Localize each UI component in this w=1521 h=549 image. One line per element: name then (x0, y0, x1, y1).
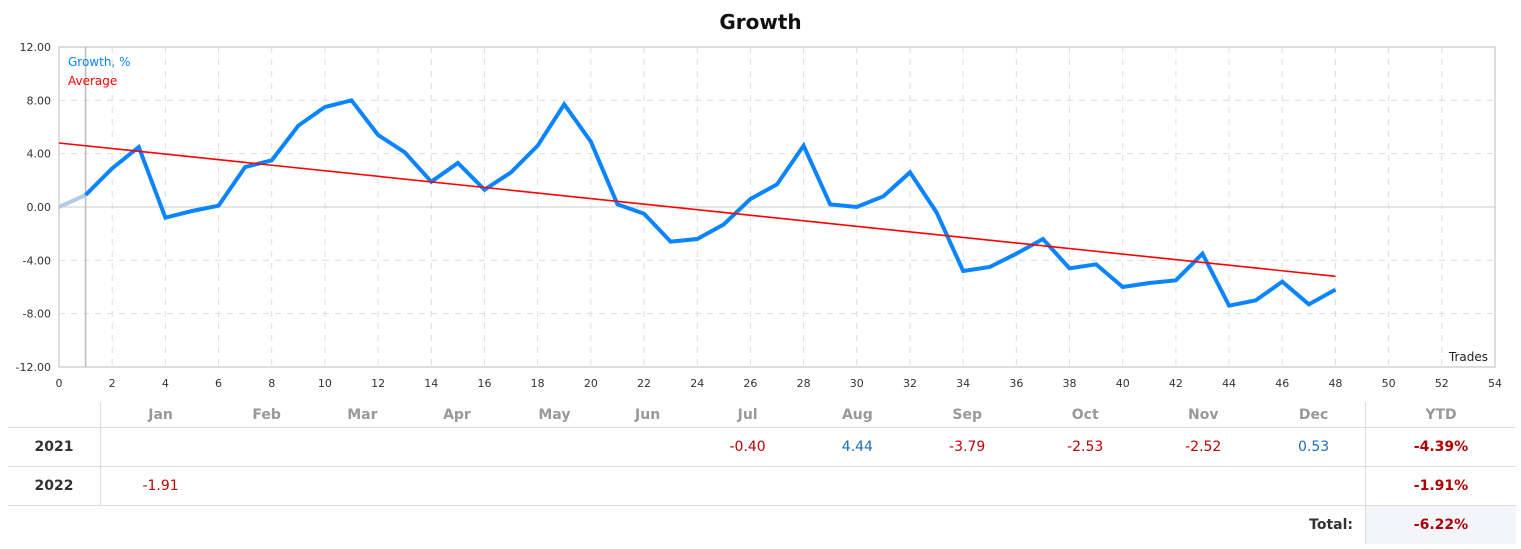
y-tick-label: 12.00 (20, 41, 52, 54)
cell-nov: -2.52 (1144, 427, 1263, 467)
x-tick-label: 24 (690, 377, 704, 390)
header-year-corner (8, 402, 101, 428)
cell-jun (606, 427, 689, 467)
cell-sep (908, 466, 1027, 506)
average-series-line (58, 142, 1336, 278)
growth-initial-segment (58, 193, 87, 209)
cell-jul (688, 466, 807, 506)
x-tick-label: 2 (109, 377, 116, 390)
cell-apr (411, 466, 503, 506)
cell-aug: 4.44 (806, 427, 909, 467)
x-tick-label: 16 (477, 377, 491, 390)
x-axis-label: Trades (1448, 350, 1488, 364)
y-tick-label: -12.00 (16, 361, 51, 374)
x-tick-label: 48 (1328, 377, 1342, 390)
cell-aug (806, 466, 909, 506)
cell-mar (313, 427, 412, 467)
legend-average: Average (68, 74, 117, 88)
header-month-jun: Jun (635, 406, 661, 423)
header-month-sep: Sep (952, 406, 982, 423)
header-month-dec: Dec (1298, 406, 1329, 423)
header-month-oct: Oct (1071, 406, 1099, 423)
growth-series-line (84, 98, 1337, 308)
x-tick-label: 20 (584, 377, 598, 390)
chart-title: Growth (719, 10, 802, 34)
row-year: 2021 (8, 427, 101, 467)
table-header: Jan Feb Mar Apr May Jun Jul Aug Sep Oct Nov Dec YTD (8, 402, 1516, 428)
cell-feb (220, 427, 314, 467)
cell-apr (411, 427, 503, 467)
header-month-mar: Mar (347, 406, 378, 423)
x-tick-label: 28 (797, 377, 811, 390)
x-tick-label: 38 (1063, 377, 1077, 390)
cell-mar (313, 466, 412, 506)
header-month-apr: Apr (443, 406, 471, 423)
cell-oct (1026, 466, 1145, 506)
x-tick-label: 46 (1275, 377, 1289, 390)
header-month-jan: Jan (148, 406, 173, 423)
x-tick-label: 36 (1009, 377, 1023, 390)
y-tick-label: 4.00 (27, 148, 52, 161)
cell-oct: -2.53 (1026, 427, 1145, 467)
monthly-growth-table: Jan Feb Mar Apr May Jun Jul Aug Sep Oct Nov Dec YTD … (8, 402, 1516, 544)
cell-feb (220, 466, 314, 506)
cell-nov (1144, 466, 1263, 506)
header-month-may: May (538, 406, 571, 423)
x-tick-label: 10 (318, 377, 332, 390)
cell-jan (100, 427, 221, 467)
row-ytd: -4.39% (1365, 427, 1516, 467)
cell-may (502, 466, 607, 506)
x-tick-label: 34 (956, 377, 970, 390)
cell-jul: -0.40 (688, 427, 807, 467)
x-tick-label: 52 (1435, 377, 1449, 390)
x-tick-label: 14 (424, 377, 438, 390)
x-tick-label: 26 (743, 377, 757, 390)
header-month-feb: Feb (252, 406, 281, 423)
header-month-nov: Nov (1188, 406, 1219, 423)
table-row: 2021 -0.40 4.44 -3.79 -2.53 -2.52 0.53 -4.39% (8, 427, 1516, 467)
x-tick-label: 44 (1222, 377, 1236, 390)
cell-jan: -1.91 (100, 466, 221, 506)
x-tick-label: 0 (56, 377, 63, 390)
header-ytd: YTD (1365, 402, 1516, 428)
growth-chart: 0 2 4 6 8 10 12 14 16 18 20 22 24 26 28 30 32 34 36 38 40 42 4… (16, 41, 1502, 390)
header-month-jul: Jul (737, 406, 758, 423)
y-tick-label: 8.00 (27, 94, 52, 107)
x-tick-label: 32 (903, 377, 917, 390)
legend-growth: Growth, % (68, 55, 130, 69)
cell-dec: 0.53 (1262, 427, 1366, 467)
header-month-aug: Aug (841, 406, 873, 423)
x-tick-label: 54 (1488, 377, 1502, 390)
row-year: 2022 (8, 466, 101, 506)
total-value: -6.22% (1365, 505, 1516, 544)
x-tick-label: 8 (268, 377, 275, 390)
total-row: Total: -6.22% (8, 505, 1516, 544)
x-tick-label: 12 (371, 377, 385, 390)
x-tick-label: 4 (162, 377, 169, 390)
x-tick-label: 50 (1382, 377, 1396, 390)
total-label: Total: (8, 505, 1366, 544)
cell-jun (606, 466, 689, 506)
x-tick-label: 30 (850, 377, 864, 390)
y-tick-label: -4.00 (23, 254, 51, 267)
y-tick-label: -8.00 (23, 308, 51, 321)
table-row: 2022 -1.91 -1.91% (8, 466, 1516, 506)
x-tick-label: 6 (215, 377, 222, 390)
x-tick-label: 40 (1116, 377, 1130, 390)
x-tick-label: 18 (531, 377, 545, 390)
cell-sep: -3.79 (908, 427, 1027, 467)
y-tick-label: 0.00 (27, 201, 52, 214)
cell-may (502, 427, 607, 467)
x-tick-label: 22 (637, 377, 651, 390)
cell-dec (1262, 466, 1366, 506)
row-ytd: -1.91% (1365, 466, 1516, 506)
x-tick-label: 42 (1169, 377, 1183, 390)
